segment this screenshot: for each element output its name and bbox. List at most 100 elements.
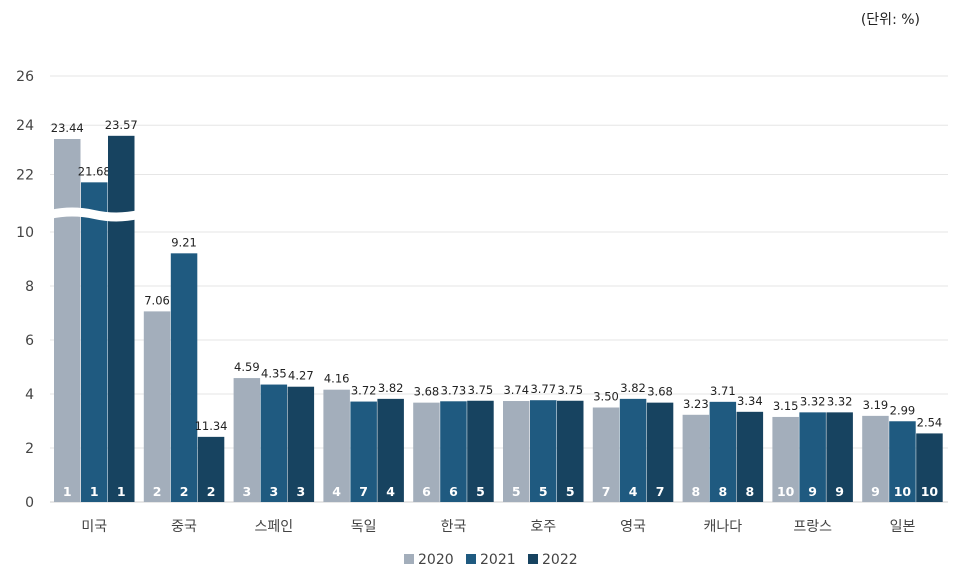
y-tick-label: 10 bbox=[16, 225, 34, 241]
value-label: 3.32 bbox=[800, 394, 826, 408]
value-label: 3.75 bbox=[468, 383, 494, 397]
y-tick-label: 22 bbox=[16, 167, 34, 183]
x-tick-label: 일본 bbox=[890, 519, 916, 535]
rank-label: 1 bbox=[90, 484, 99, 499]
value-label: 3.71 bbox=[710, 384, 736, 398]
value-label: 3.75 bbox=[557, 383, 583, 397]
rank-label: 6 bbox=[449, 484, 458, 499]
rank-label: 8 bbox=[745, 484, 754, 499]
rank-label: 7 bbox=[602, 484, 611, 499]
bar-2021 bbox=[799, 412, 826, 502]
rank-label: 5 bbox=[512, 484, 521, 499]
value-label: 3.82 bbox=[620, 381, 646, 395]
y-tick-label: 0 bbox=[25, 495, 34, 511]
rank-label: 9 bbox=[808, 484, 817, 499]
bar-2022 bbox=[377, 398, 404, 502]
value-label: 23.57 bbox=[105, 118, 138, 132]
rank-label: 1 bbox=[117, 484, 126, 499]
rank-label: 7 bbox=[359, 484, 368, 499]
legend-label: 2021 bbox=[480, 552, 516, 568]
rank-label: 10 bbox=[894, 484, 912, 499]
rank-label: 5 bbox=[566, 484, 575, 499]
rank-label: 2 bbox=[153, 484, 162, 499]
y-tick-label: 4 bbox=[25, 387, 34, 403]
bar-2020 bbox=[862, 415, 889, 502]
rank-label: 10 bbox=[777, 484, 795, 499]
y-tick-label: 6 bbox=[25, 333, 34, 349]
bar-2021 bbox=[889, 421, 916, 502]
bar-2020 bbox=[772, 416, 799, 502]
value-label: 3.82 bbox=[378, 381, 404, 395]
bar-2021 bbox=[260, 384, 288, 502]
value-label: 9.21 bbox=[171, 235, 197, 249]
value-label: 3.68 bbox=[414, 385, 440, 399]
x-tick-label: 호주 bbox=[530, 519, 556, 535]
rank-label: 4 bbox=[629, 484, 638, 499]
rank-label: 5 bbox=[476, 484, 485, 499]
bar-2022 bbox=[467, 400, 494, 502]
value-label: 4.59 bbox=[234, 360, 260, 374]
bar-2022 bbox=[287, 386, 315, 502]
bar-2022 bbox=[197, 436, 225, 502]
value-label: 2.99 bbox=[890, 403, 916, 417]
axis-break-mark bbox=[139, 207, 229, 222]
rank-label: 5 bbox=[539, 484, 548, 499]
legend-label: 2020 bbox=[418, 552, 454, 568]
rank-label: 9 bbox=[871, 484, 880, 499]
bar-2020 bbox=[233, 378, 261, 502]
rank-label: 4 bbox=[332, 484, 341, 499]
value-label: 23.44 bbox=[51, 121, 84, 135]
bar-2021 bbox=[619, 398, 647, 502]
value-label: 7.06 bbox=[144, 293, 170, 307]
rank-label: 1 bbox=[63, 484, 72, 499]
bar-2020 bbox=[503, 401, 530, 502]
value-label: 3.77 bbox=[530, 382, 556, 396]
value-label: 4.16 bbox=[324, 372, 350, 386]
bar-2021 bbox=[440, 401, 467, 502]
x-tick-label: 한국 bbox=[441, 519, 467, 535]
bar-2022 bbox=[826, 412, 853, 502]
y-tick-label: 24 bbox=[16, 118, 34, 134]
y-tick-label: 26 bbox=[16, 69, 34, 85]
rank-label: 9 bbox=[835, 484, 844, 499]
bar-2020 bbox=[143, 311, 171, 502]
value-label: 2.54 bbox=[917, 415, 943, 429]
x-tick-label: 영국 bbox=[620, 519, 646, 535]
legend-swatch bbox=[466, 554, 476, 564]
rank-label: 7 bbox=[656, 484, 665, 499]
unit-label: (단위: %) bbox=[860, 12, 920, 28]
value-label: 3.74 bbox=[503, 383, 529, 397]
rank-label: 6 bbox=[422, 484, 431, 499]
rank-label: 3 bbox=[296, 484, 305, 499]
bar-2022 bbox=[646, 402, 674, 502]
value-label: 3.72 bbox=[351, 384, 377, 398]
rank-label: 2 bbox=[207, 484, 216, 499]
bar-2021 bbox=[81, 182, 108, 503]
value-label: 11.34 bbox=[195, 419, 228, 433]
value-label: 3.19 bbox=[863, 398, 889, 412]
x-tick-label: 독일 bbox=[351, 519, 377, 535]
bar-2022 bbox=[736, 411, 764, 502]
rank-label: 3 bbox=[242, 484, 251, 499]
y-tick-label: 8 bbox=[25, 279, 34, 295]
x-tick-label: 미국 bbox=[81, 519, 107, 535]
legend-swatch bbox=[528, 554, 538, 564]
bar-2020 bbox=[413, 402, 440, 502]
value-label: 21.68 bbox=[78, 164, 111, 178]
x-tick-label: 스페인 bbox=[255, 519, 294, 535]
x-tick-label: 프랑스 bbox=[793, 519, 832, 535]
bar-2022 bbox=[916, 433, 943, 502]
bar-2022 bbox=[557, 400, 584, 502]
value-label: 4.27 bbox=[288, 369, 314, 383]
x-tick-label: 캐나다 bbox=[704, 519, 743, 535]
bar-2021 bbox=[170, 253, 198, 502]
bar-2021 bbox=[709, 401, 737, 502]
bar-2020 bbox=[323, 389, 350, 502]
rank-label: 3 bbox=[269, 484, 278, 499]
rank-label: 8 bbox=[718, 484, 727, 499]
legend-swatch bbox=[404, 554, 414, 564]
rank-label: 4 bbox=[386, 484, 395, 499]
axis-break-mark bbox=[50, 207, 139, 222]
